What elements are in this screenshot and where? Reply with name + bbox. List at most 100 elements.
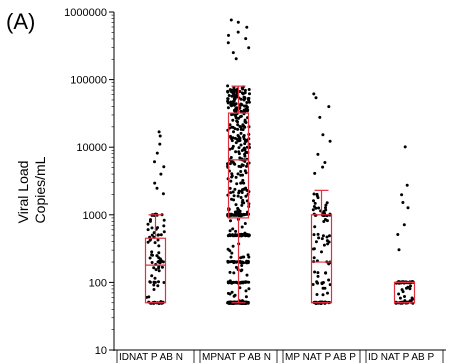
data-point [246, 109, 249, 113]
y-tick-label: 1000000 [64, 7, 107, 19]
data-point [231, 244, 235, 248]
data-point [228, 162, 232, 166]
data-point [157, 269, 161, 273]
data-point [312, 192, 316, 196]
data-point [226, 106, 230, 110]
data-point [148, 256, 152, 260]
data-point [239, 97, 243, 101]
data-point [157, 251, 161, 255]
data-point [157, 280, 160, 284]
data-point [150, 274, 154, 278]
data-point [314, 240, 318, 244]
x-tick-label: ID NAT P AB P [368, 352, 434, 363]
data-point [235, 182, 239, 186]
data-point [398, 296, 402, 300]
data-point [231, 51, 235, 55]
data-point [152, 283, 156, 287]
data-point [240, 280, 243, 284]
data-point [152, 266, 156, 270]
data-point [158, 142, 162, 146]
x-tick-label: MP NAT P AB P [285, 352, 356, 363]
data-point [227, 33, 230, 37]
data-point [321, 234, 325, 238]
data-point [160, 265, 164, 269]
data-point [241, 92, 245, 96]
data-point [232, 198, 236, 202]
axes: 10 100 1000 10000 100000 1000000 [64, 7, 446, 357]
data-point [237, 135, 241, 139]
data-point [230, 125, 234, 129]
data-point [234, 57, 238, 61]
data-point [162, 224, 166, 228]
data-point [239, 196, 243, 199]
data-point [245, 105, 249, 109]
data-point [241, 87, 245, 91]
data-point [317, 206, 321, 210]
data-point [312, 205, 316, 208]
data-point [244, 186, 248, 190]
data-point [316, 281, 320, 285]
data-point [240, 264, 244, 267]
data-point [231, 227, 235, 231]
y-axis-label-line-1: Viral Load [15, 161, 31, 224]
data-point [234, 203, 238, 207]
data-point [156, 238, 160, 242]
data-point [156, 284, 160, 288]
data-point [321, 165, 325, 169]
data-point [231, 190, 235, 194]
data-point [239, 170, 243, 173]
data-point [232, 194, 236, 198]
data-point [312, 256, 316, 260]
data-point [240, 268, 244, 272]
box-iqr [227, 112, 250, 219]
data-point [226, 84, 230, 88]
data-point [159, 172, 163, 176]
data-point [245, 273, 249, 277]
data-point [241, 128, 245, 132]
data-point [231, 136, 235, 140]
data-point [323, 286, 327, 290]
data-point [229, 255, 233, 259]
data-point [243, 222, 247, 225]
data-point [234, 280, 238, 284]
data-point [230, 94, 234, 98]
data-point [228, 147, 232, 151]
data-point [157, 266, 161, 270]
data-point [244, 171, 248, 175]
data-point [239, 261, 243, 265]
data-point [311, 283, 315, 286]
y-tick-label: 100000 [70, 75, 107, 87]
data-point [318, 115, 322, 119]
data-point [234, 113, 237, 117]
data-point [226, 41, 230, 45]
data-point [243, 118, 247, 122]
data-point [317, 236, 321, 240]
data-point [234, 141, 238, 145]
y-tick-label: 10000 [76, 142, 107, 154]
data-point [240, 191, 244, 194]
data-point [231, 160, 235, 164]
data-point [321, 293, 325, 297]
data-point [238, 115, 242, 119]
data-point [316, 152, 320, 156]
data-point [311, 208, 315, 212]
data-point [316, 196, 320, 200]
data-point [245, 164, 248, 168]
data-point [229, 191, 233, 195]
data-point [239, 181, 243, 185]
data-point [155, 254, 159, 258]
data-point [247, 88, 251, 91]
data-point [406, 285, 410, 289]
data-point [147, 295, 151, 299]
data-point [243, 213, 247, 216]
y-tick-label: 1000 [83, 210, 107, 222]
data-point [234, 175, 238, 179]
data-point [157, 244, 161, 248]
data-point [313, 270, 317, 274]
data-point [240, 188, 244, 192]
data-point [405, 183, 409, 187]
data-point [162, 165, 166, 169]
data-point [239, 102, 243, 106]
data-point [244, 37, 248, 41]
